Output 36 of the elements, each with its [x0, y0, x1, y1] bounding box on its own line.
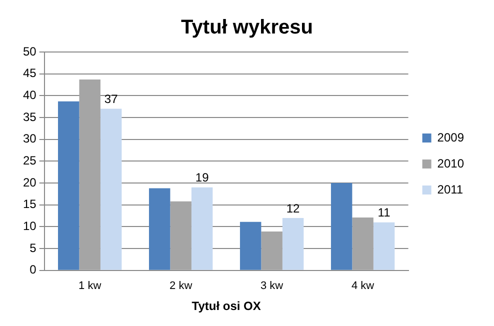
- y-tick-label: 5: [30, 240, 37, 255]
- x-tick-label: 3 kw: [260, 280, 284, 292]
- y-tick-label: 0: [30, 262, 37, 277]
- y-tick-label: 20: [22, 175, 37, 190]
- bar: [148, 188, 170, 270]
- y-tick-label: 35: [22, 110, 37, 124]
- bar: [58, 101, 80, 270]
- y-tick-label: 30: [22, 132, 37, 146]
- data-label: 19: [195, 170, 210, 185]
- bar: [170, 201, 192, 270]
- bar: [373, 222, 395, 270]
- legend-label: 2010: [437, 156, 464, 170]
- bar: [330, 183, 352, 270]
- x-tick-label: 4 kw: [352, 280, 374, 292]
- data-label: 12: [286, 201, 300, 216]
- legend-label: 2009: [437, 130, 464, 144]
- bar: [79, 80, 100, 270]
- x-tick-label: 1 kw: [78, 280, 102, 292]
- y-tick-label: 40: [22, 88, 37, 102]
- y-tick-label: 50: [22, 44, 37, 58]
- bar: [100, 108, 122, 270]
- x-tick-label: 2 kw: [170, 280, 192, 292]
- bar: [352, 218, 374, 270]
- legend-label: 2011: [437, 182, 464, 196]
- bar: [240, 222, 262, 270]
- data-label: 37: [104, 92, 118, 106]
- y-tick-label: 45: [22, 66, 37, 80]
- data-label: 11: [378, 206, 391, 220]
- y-tick-label: 15: [22, 197, 37, 212]
- bar: [191, 187, 213, 270]
- bar: [282, 218, 304, 270]
- y-tick-label: 25: [22, 154, 37, 168]
- bar: [261, 232, 282, 270]
- y-tick-label: 10: [22, 219, 37, 234]
- x-axis-title: Tytuł osi OX: [192, 299, 261, 314]
- chart-title: Tytuł wykresu: [181, 16, 313, 39]
